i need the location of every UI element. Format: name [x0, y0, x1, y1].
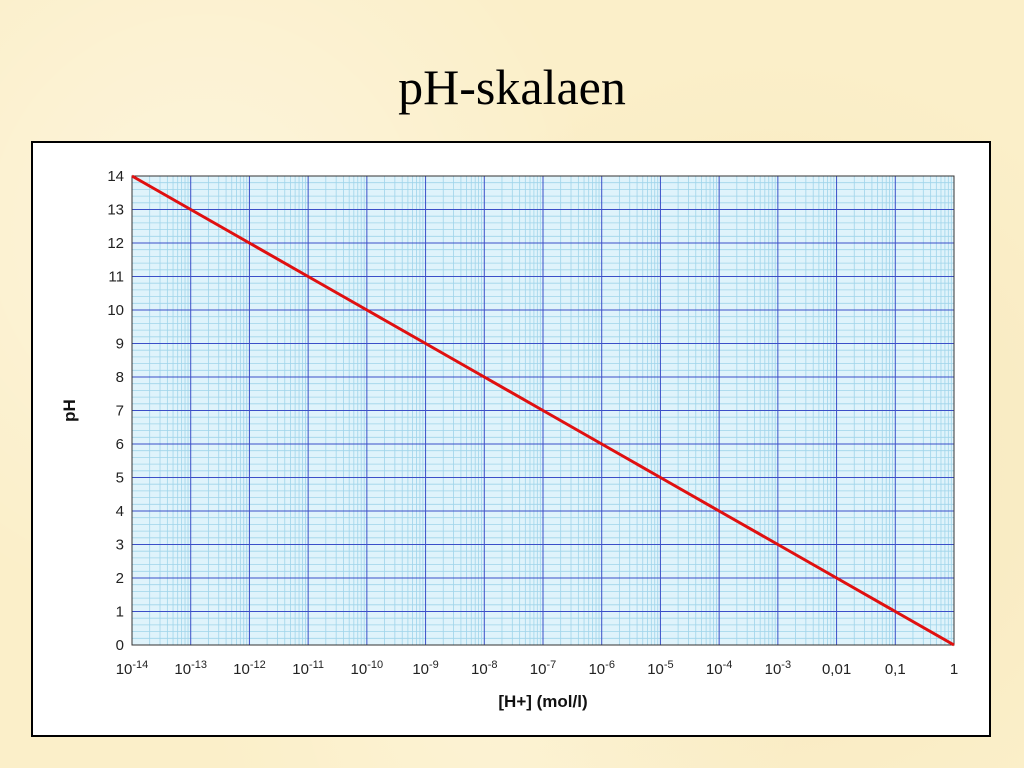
x-tick-label: 10-4 — [706, 659, 732, 678]
chart-frame: 0 1 2 3 4 5 6 7 8 9 10 11 12 13 14 10-14 10-13 10-12 10-1… — [31, 141, 991, 737]
x-axis-ticks: 10-14 10-13 10-12 10-11 10-10 10-9 10-8 10-7 10-… — [116, 659, 958, 678]
x-tick-label: 10-13 — [174, 659, 207, 678]
x-tick-label: 10-11 — [292, 659, 324, 678]
y-axis-title: pH — [60, 399, 79, 422]
x-tick-label: 10-10 — [351, 659, 384, 678]
y-tick-label: 13 — [107, 202, 124, 219]
series-line — [131, 174, 955, 647]
slide-title: pH-skalaen — [398, 59, 626, 115]
y-tick-label: 10 — [107, 302, 124, 319]
y-tick-label: 4 — [116, 503, 124, 520]
x-tick-label: 0,1 — [885, 661, 906, 678]
x-tick-label: 10-5 — [647, 659, 673, 678]
y-tick-label: 2 — [116, 570, 124, 587]
y-tick-label: 14 — [107, 168, 124, 185]
x-axis-title: [H+] (mol/l) — [498, 692, 587, 711]
plot-border — [131, 175, 955, 646]
x-tick-label: 10-3 — [765, 659, 791, 678]
y-tick-label: 6 — [116, 436, 124, 453]
x-tick-label: 10-9 — [412, 659, 438, 678]
y-tick-label: 0 — [116, 637, 124, 654]
y-tick-label: 8 — [116, 369, 124, 386]
x-tick-label: 10-14 — [116, 659, 149, 678]
y-tick-label: 1 — [116, 604, 124, 621]
x-tick-label: 10-8 — [471, 659, 497, 678]
series-layer — [131, 174, 955, 647]
y-tick-label: 12 — [107, 235, 124, 252]
y-tick-label: 11 — [108, 269, 124, 286]
y-tick-label: 7 — [116, 403, 124, 420]
x-tick-label: 10-12 — [233, 659, 266, 678]
y-tick-label: 5 — [116, 470, 124, 487]
y-tick-label: 9 — [116, 336, 124, 353]
y-tick-label: 3 — [116, 537, 124, 554]
x-tick-label: 1 — [950, 661, 958, 678]
x-tick-label: 10-7 — [530, 659, 556, 678]
x-tick-label: 10-6 — [588, 659, 614, 678]
x-tick-label: 0,01 — [822, 661, 851, 678]
